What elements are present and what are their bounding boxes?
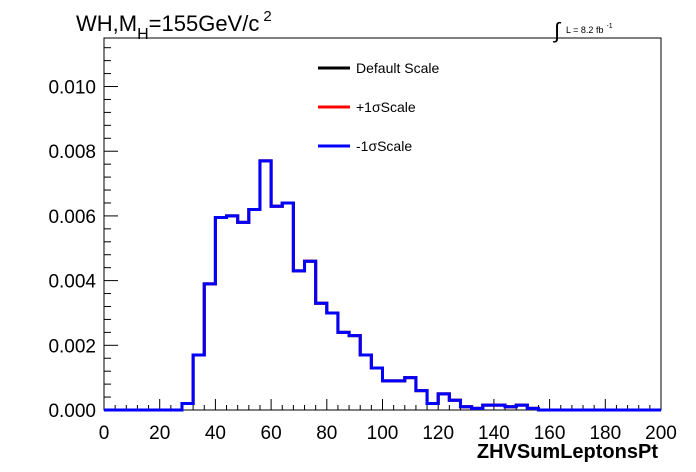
legend-label: Default Scale	[356, 60, 439, 76]
x-tick-label: 100	[367, 423, 399, 444]
lumi-label: L = 8.2 fb -1	[566, 23, 613, 35]
lumi-text: L = 8.2 fb	[566, 25, 603, 35]
x-tick-label: 180	[589, 423, 621, 444]
y-tick-label: 0.002	[48, 336, 96, 357]
y-tick-label: 0.008	[48, 142, 96, 163]
series-line	[104, 159, 661, 412]
x-tick-label: 60	[261, 423, 282, 444]
plot-frame	[103, 37, 662, 411]
x-axis-title: ZHVSumLeptonsPt	[477, 441, 658, 463]
x-tick-label: 140	[478, 423, 510, 444]
plot-title: WH,MH=155GeV/c 2	[76, 8, 272, 43]
legend: Default Scale +1σScale -1σScale	[318, 60, 439, 154]
x-tick-label: 40	[205, 423, 226, 444]
title-rest: =155GeV/c	[149, 11, 260, 36]
title-main: WH,M	[76, 11, 137, 36]
y-tick-label: 0.010	[48, 78, 96, 99]
lumi-superscript: -1	[606, 23, 612, 30]
title-subscript: H	[137, 26, 149, 43]
x-tick-label: 20	[149, 423, 170, 444]
x-tick-label: 120	[422, 423, 454, 444]
x-tick-label: 200	[645, 423, 677, 444]
lumi-integral-symbol: ∫	[552, 18, 562, 43]
y-tick-label: 0.004	[48, 272, 96, 293]
series-layer	[104, 159, 661, 412]
x-tick-label: 0	[99, 423, 110, 444]
x-tick-label: 80	[316, 423, 337, 444]
legend-label: -1σScale	[356, 138, 412, 154]
title-superscript: 2	[263, 8, 271, 25]
x-tick-label: 160	[534, 423, 566, 444]
y-axis: 0.000 0.002 0.004 0.006 0.008 0.010	[48, 47, 118, 422]
x-axis: 0 20 40 60 80 100 120 140 160 180 200	[99, 399, 677, 444]
y-tick-label: 0.000	[48, 401, 96, 422]
y-tick-label: 0.006	[48, 207, 96, 228]
legend-label: +1σScale	[356, 99, 416, 115]
